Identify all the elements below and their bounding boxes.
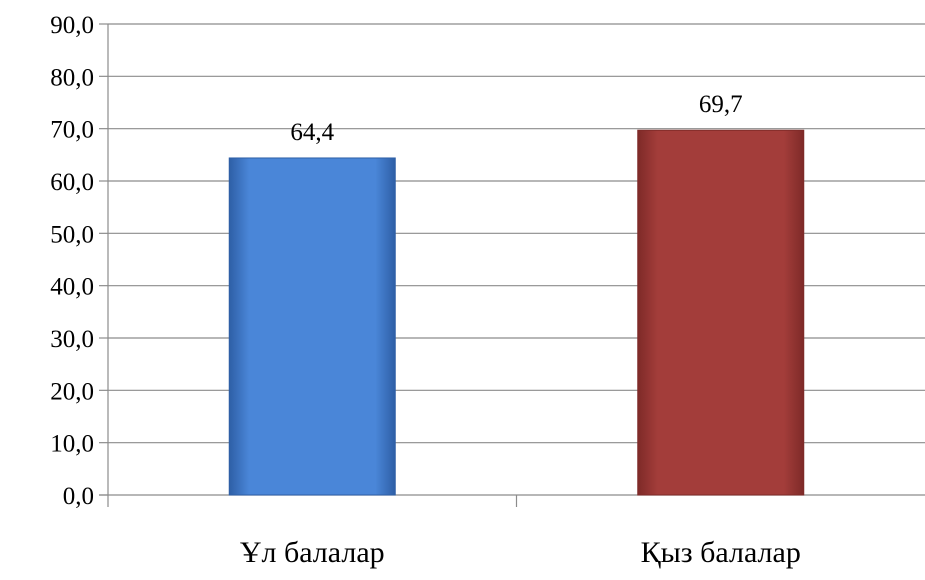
data-label: 69,7 (699, 91, 743, 118)
x-tick-labels: Ұл балалар Қыз балалар (240, 536, 801, 569)
bar (637, 129, 805, 496)
x-tick-label: Қыз балалар (641, 536, 801, 569)
bar (228, 157, 396, 496)
y-tick-label: 70,0 (50, 117, 94, 144)
y-tick-labels: 0,0 10,0 20,0 30,0 40,0 50,0 60,0 70,0 80,0 90,0 (50, 12, 94, 510)
y-tick-label: 80,0 (50, 64, 94, 91)
y-tick-label: 40,0 (50, 274, 94, 301)
data-label: 64,4 (290, 119, 334, 146)
y-tick-label: 90,0 (50, 12, 94, 39)
bars (228, 129, 805, 496)
y-tick-label: 60,0 (50, 169, 94, 196)
y-tick-label: 0,0 (63, 483, 94, 510)
y-tick-label: 10,0 (50, 431, 94, 458)
data-labels: 64,4 69,7 (290, 91, 742, 146)
y-tick-label: 20,0 (50, 378, 94, 405)
y-tick-label: 30,0 (50, 326, 94, 353)
x-tick-label: Ұл балалар (240, 536, 385, 569)
y-tick-label: 50,0 (50, 221, 94, 248)
